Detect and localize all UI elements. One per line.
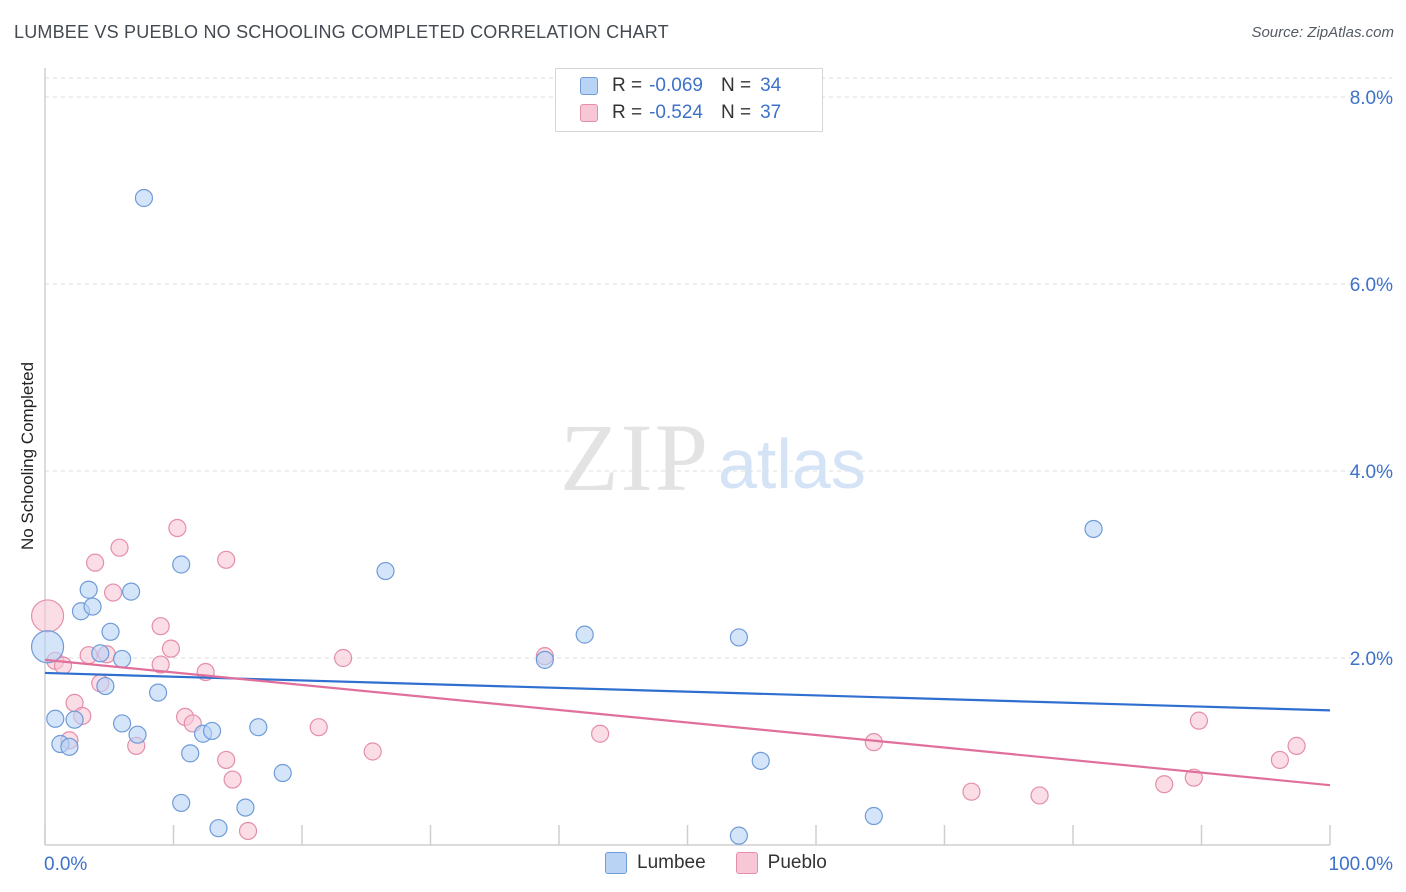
lumbee-point-10 — [101, 622, 120, 641]
x-tick-label-max: 100.0% — [1329, 854, 1394, 875]
pueblo-point-35 — [1270, 750, 1289, 770]
pueblo-point-24 — [309, 718, 328, 737]
y-tick-label-3: 8.0% — [1350, 88, 1393, 109]
pueblo-point-22 — [223, 770, 242, 789]
pueblo-legend-swatch — [735, 852, 758, 874]
lumbee-point-15 — [134, 188, 154, 208]
lumbee-point-14 — [128, 725, 147, 744]
lumbee-point-32 — [864, 806, 883, 826]
pueblo-point-31 — [1030, 786, 1049, 805]
y-tick-label-0: 2.0% — [1350, 649, 1393, 670]
lumbee-point-0 — [30, 630, 65, 664]
lumbee-legend-label: Lumbee — [637, 852, 706, 873]
pueblo-trend-line — [44, 658, 1331, 787]
axes — [44, 68, 1331, 846]
pueblo-point-36 — [1287, 736, 1306, 755]
pueblo-point-7 — [86, 553, 105, 572]
pueblo-point-21 — [217, 750, 236, 770]
legend-row-lumbee: R = -0.069 N = 34 — [580, 73, 781, 99]
lumbee-n-value: 34 — [760, 75, 782, 96]
lumbee-r-label: R = — [612, 75, 643, 96]
legend-item-lumbee: Lumbee — [605, 852, 706, 874]
lumbee-points — [30, 188, 1103, 845]
legend-row-pueblo: R = -0.524 N = 37 — [580, 100, 781, 126]
pueblo-point-16 — [168, 518, 187, 538]
x-tick-label-min: 0.0% — [44, 854, 87, 875]
lumbee-trend-line — [44, 671, 1331, 712]
lumbee-point-11 — [112, 649, 132, 669]
pueblo-n-value: 37 — [760, 102, 782, 123]
watermark-atlas: atlas — [718, 425, 866, 503]
pueblo-point-25 — [334, 648, 353, 668]
lumbee-point-6 — [79, 580, 98, 599]
pueblo-point-20 — [217, 550, 236, 569]
lumbee-swatch — [580, 77, 598, 95]
lumbee-point-16 — [148, 683, 168, 702]
pueblo-point-15 — [161, 639, 181, 658]
lumbee-point-33 — [1084, 519, 1103, 539]
lumbee-point-26 — [376, 561, 395, 581]
lumbee-point-31 — [751, 751, 770, 770]
pueblo-point-14 — [151, 617, 170, 636]
lumbee-point-24 — [249, 718, 268, 737]
lumbee-point-19 — [181, 744, 200, 763]
pueblo-point-32 — [1155, 775, 1174, 794]
lumbee-r-value: -0.069 — [649, 75, 703, 96]
lumbee-point-12 — [112, 714, 132, 733]
legend-item-pueblo: Pueblo — [735, 852, 827, 874]
y-tick-label-1: 4.0% — [1350, 462, 1393, 483]
lumbee-point-9 — [96, 676, 115, 696]
watermark-zip: ZIP — [560, 404, 710, 511]
gridlines — [45, 77, 1392, 659]
pueblo-r-value: -0.524 — [649, 102, 703, 123]
lumbee-point-23 — [236, 798, 255, 817]
lumbee-point-22 — [209, 819, 228, 838]
watermark: ZIP atlas — [560, 404, 866, 511]
pueblo-point-28 — [591, 724, 610, 743]
lumbee-point-29 — [729, 628, 749, 647]
pueblo-point-26 — [363, 742, 382, 761]
lumbee-point-1 — [46, 709, 65, 728]
lumbee-point-30 — [729, 826, 749, 845]
lumbee-n-label: N = — [720, 75, 752, 96]
lumbee-point-18 — [172, 793, 191, 813]
y-tick-label-2: 6.0% — [1350, 275, 1393, 296]
pueblo-point-0 — [30, 599, 65, 633]
lumbee-point-17 — [172, 555, 191, 574]
pueblo-point-23 — [238, 821, 258, 841]
chart-source: Source: ZipAtlas.com — [1251, 24, 1394, 41]
pueblo-point-34 — [1189, 711, 1209, 730]
pueblo-point-11 — [110, 538, 129, 557]
lumbee-point-21 — [202, 721, 222, 741]
chart-title: LUMBEE VS PUEBLO NO SCHOOLING COMPLETED … — [14, 22, 669, 42]
lumbee-point-3 — [60, 737, 79, 756]
lumbee-point-13 — [121, 582, 141, 601]
tick-labels: 2.0% 4.0% 6.0% 8.0% 0.0% 100.0% — [44, 88, 1393, 875]
series-legend: Lumbee Pueblo — [605, 852, 857, 874]
pueblo-point-30 — [962, 782, 981, 801]
lumbee-point-7 — [83, 597, 102, 616]
correlation-legend: R = -0.069 N = 34 R = -0.524 N = 37 — [555, 68, 823, 132]
pueblo-legend-label: Pueblo — [767, 852, 827, 873]
pueblo-n-label: N = — [720, 102, 752, 123]
pueblo-points — [30, 518, 1306, 841]
pueblo-point-10 — [104, 583, 123, 602]
lumbee-point-27 — [535, 650, 554, 669]
lumbee-point-4 — [65, 710, 84, 729]
pueblo-swatch — [580, 104, 598, 122]
lumbee-point-28 — [575, 625, 594, 644]
pueblo-point-33 — [1184, 768, 1203, 787]
pueblo-r-label: R = — [612, 102, 643, 123]
trend-lines — [44, 658, 1331, 787]
lumbee-point-25 — [273, 763, 292, 783]
lumbee-legend-swatch — [605, 852, 627, 874]
pueblo-point-13 — [151, 655, 170, 674]
lumbee-point-8 — [91, 644, 110, 663]
